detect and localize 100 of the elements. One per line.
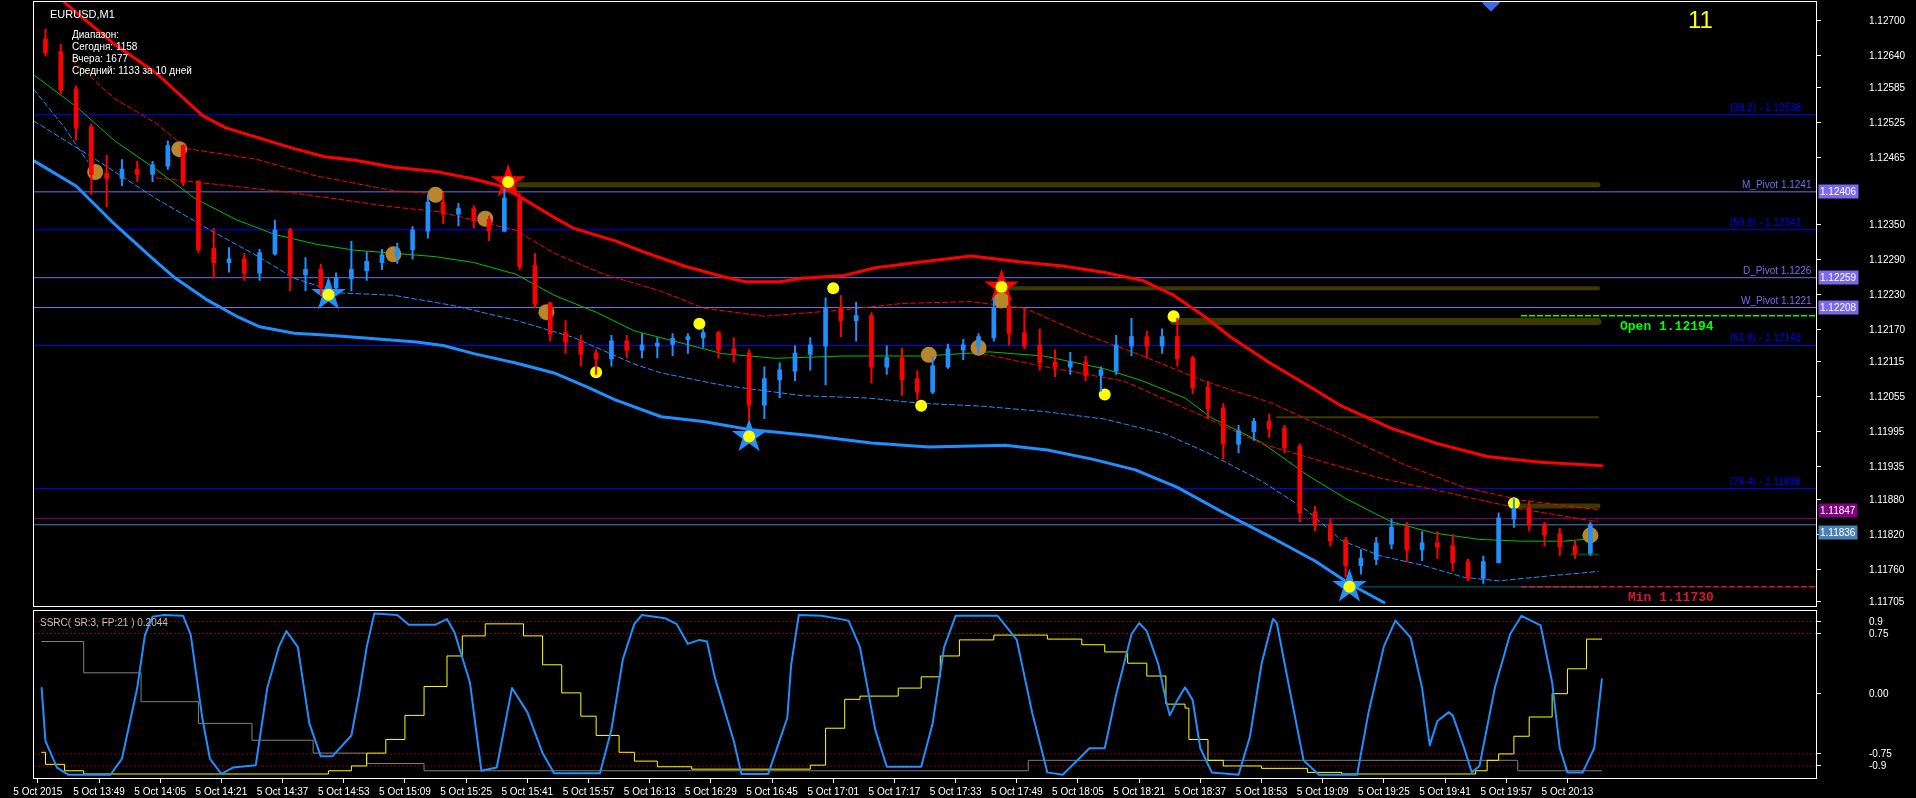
x-tick-label: 5 Oct 18:05 xyxy=(1052,786,1105,797)
point xyxy=(920,346,937,363)
annotation: 1.12406 xyxy=(1820,186,1857,197)
candlestick xyxy=(1373,536,1379,567)
point xyxy=(993,292,1010,309)
candlestick xyxy=(440,191,446,225)
point xyxy=(1167,310,1180,323)
annotation: 1.12208 xyxy=(1820,302,1857,313)
candlestick xyxy=(578,333,584,368)
candlestick xyxy=(1557,526,1563,557)
candlestick xyxy=(1098,365,1104,393)
candlestick xyxy=(1572,539,1578,560)
candlestick xyxy=(1358,548,1364,576)
annotation: (61.8) - 1.12143 xyxy=(1730,332,1802,343)
candlestick xyxy=(1144,329,1150,360)
y-tick-label: 1.11760 xyxy=(1869,563,1905,575)
candlestick xyxy=(104,154,109,209)
point xyxy=(427,186,444,203)
candlestick xyxy=(379,248,385,272)
candlestick xyxy=(456,201,461,228)
candlestick xyxy=(43,27,48,58)
candlestick xyxy=(134,159,140,183)
y-tick-label: 1.11995 xyxy=(1869,426,1905,438)
x-tick-label: 5 Oct 17:17 xyxy=(868,786,921,797)
candlestick xyxy=(654,336,660,360)
candlestick xyxy=(945,342,951,370)
candlestick xyxy=(1266,412,1272,439)
candlestick xyxy=(89,122,94,196)
candlestick xyxy=(318,262,324,297)
candlestick xyxy=(73,84,79,142)
candlestick xyxy=(241,252,247,282)
candlestick xyxy=(1113,333,1119,376)
x-tick-label: 5 Oct 14:37 xyxy=(256,786,309,797)
candlestick xyxy=(1067,350,1073,376)
x-tick-label: 5 Oct 15:57 xyxy=(562,786,615,797)
ref-line-label: M_Pivot 1.1241 xyxy=(1742,179,1812,190)
candlestick xyxy=(563,319,568,355)
candlestick xyxy=(838,294,844,339)
x-tick-label: 5 Oct 19:25 xyxy=(1358,786,1411,797)
x-tick-label: 5 Oct 19:41 xyxy=(1419,786,1472,797)
x-tick-label: 5 Oct 17:33 xyxy=(929,786,982,797)
candlestick xyxy=(639,332,645,360)
candlestick xyxy=(165,139,171,171)
y-tick-label: 1.12525 xyxy=(1869,116,1906,128)
candlestick xyxy=(287,227,293,293)
annotation: 1.12259 xyxy=(1820,272,1857,283)
candlestick xyxy=(410,225,415,261)
candlestick xyxy=(1588,520,1593,557)
y-tick-label: 1.11705 xyxy=(1869,595,1905,607)
y-tick-label: 0.75 xyxy=(1869,627,1889,639)
y-tick-label: 1.12465 xyxy=(1869,151,1906,163)
y-tick-label: 1.11935 xyxy=(1869,461,1905,473)
annotation: 1.11836 xyxy=(1820,527,1856,538)
annotation: 1.11847 xyxy=(1820,505,1856,516)
y-tick-label: 1.12585 xyxy=(1869,81,1906,93)
x-tick-label: 5 Oct 18:53 xyxy=(1235,786,1288,797)
candlestick xyxy=(670,332,675,357)
chart-subtitle: 11 xyxy=(1688,6,1713,33)
x-tick-label: 5 Oct 18:37 xyxy=(1174,786,1227,797)
ref-line-label: D_Pivot 1.1226 xyxy=(1743,265,1812,276)
candlestick xyxy=(777,361,783,400)
candlestick xyxy=(807,336,813,372)
x-tick-label: 5 Oct 19:09 xyxy=(1296,786,1349,797)
candlestick xyxy=(1496,511,1501,565)
candlestick xyxy=(746,348,752,422)
point xyxy=(693,317,706,330)
candlestick xyxy=(899,346,905,397)
x-tick-label: 5 Oct 14:53 xyxy=(317,786,371,797)
candlestick xyxy=(1389,517,1394,551)
x-tick-label: 5 Oct 16:29 xyxy=(685,786,738,797)
annotation: (50.0) - 1.12341 xyxy=(1730,217,1802,228)
candlestick xyxy=(869,311,874,385)
annotation: Вчера: 1677 xyxy=(72,53,129,64)
x-tick-label: 5 Oct 13:49 xyxy=(73,786,126,797)
candlestick xyxy=(211,227,217,280)
candlestick xyxy=(731,336,737,364)
candlestick xyxy=(700,327,706,349)
candlestick xyxy=(486,214,492,242)
ref-line-label: W_Pivot 1.1221 xyxy=(1741,295,1813,306)
candlestick xyxy=(425,193,431,240)
candlestick xyxy=(364,250,370,282)
candlestick xyxy=(1404,520,1410,564)
candlestick xyxy=(1542,520,1547,548)
x-tick-label: 5 Oct 14:21 xyxy=(195,786,248,797)
candlestick xyxy=(1205,380,1211,421)
candlestick xyxy=(762,365,767,421)
candlestick xyxy=(1175,317,1180,368)
annotation: (38.2) - 1.12538 xyxy=(1730,102,1802,113)
candlestick xyxy=(1236,423,1241,454)
series-label: Open 1.12194 xyxy=(1620,319,1714,334)
candlestick xyxy=(394,241,400,265)
y-tick-label: 1.12700 xyxy=(1869,14,1906,26)
candlestick xyxy=(716,329,721,360)
candlestick xyxy=(1328,517,1333,548)
y-tick-label: 1.12230 xyxy=(1869,289,1906,301)
candlestick xyxy=(1220,402,1226,461)
line-series xyxy=(34,159,1386,604)
x-tick-label: 5 Oct 20:13 xyxy=(1541,786,1594,797)
y-tick-label: 1.12290 xyxy=(1869,254,1906,266)
candlestick xyxy=(976,332,981,355)
